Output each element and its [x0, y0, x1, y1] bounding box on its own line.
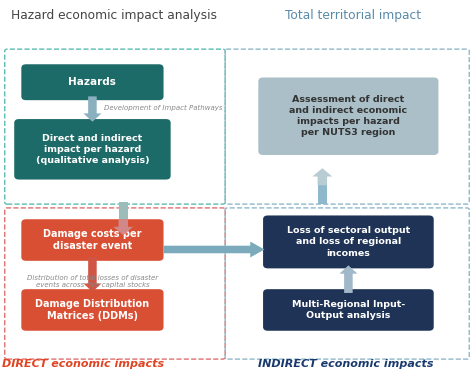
Polygon shape: [83, 257, 101, 292]
Polygon shape: [118, 202, 128, 219]
Text: Hazards: Hazards: [68, 77, 117, 87]
Text: Assessment of direct
and indirect economic
impacts per hazard
per NUTS3 region: Assessment of direct and indirect econom…: [289, 95, 408, 137]
FancyBboxPatch shape: [21, 219, 164, 261]
Polygon shape: [339, 265, 357, 293]
Text: Hazard economic impact analysis: Hazard economic impact analysis: [11, 9, 217, 22]
Text: Direct and indirect
impact per hazard
(qualitative analysis): Direct and indirect impact per hazard (q…: [36, 134, 149, 165]
Text: DIRECT economic impacts: DIRECT economic impacts: [2, 359, 164, 369]
FancyBboxPatch shape: [21, 64, 164, 100]
Text: Loss of sectoral output
and loss of regional
incomes: Loss of sectoral output and loss of regi…: [287, 226, 410, 257]
Polygon shape: [318, 185, 327, 204]
Polygon shape: [312, 168, 332, 185]
FancyBboxPatch shape: [258, 77, 438, 155]
Text: Total territorial impact: Total territorial impact: [285, 9, 421, 22]
Polygon shape: [164, 242, 264, 257]
Text: Damage Distribution
Matrices (DDMs): Damage Distribution Matrices (DDMs): [36, 299, 149, 321]
Polygon shape: [83, 96, 101, 122]
Text: Multi-Regional Input-
Output analysis: Multi-Regional Input- Output analysis: [292, 300, 405, 320]
FancyBboxPatch shape: [14, 119, 171, 180]
FancyBboxPatch shape: [21, 289, 164, 331]
Text: INDIRECT economic impacts: INDIRECT economic impacts: [258, 359, 434, 369]
FancyBboxPatch shape: [263, 289, 434, 331]
Text: Distribution of total losses of disaster
events across five capital stocks: Distribution of total losses of disaster…: [27, 275, 158, 288]
Text: Development of Impact Pathways: Development of Impact Pathways: [104, 105, 223, 111]
FancyBboxPatch shape: [263, 215, 434, 268]
Polygon shape: [113, 219, 133, 235]
Text: Damage costs per
disaster event: Damage costs per disaster event: [43, 229, 142, 251]
